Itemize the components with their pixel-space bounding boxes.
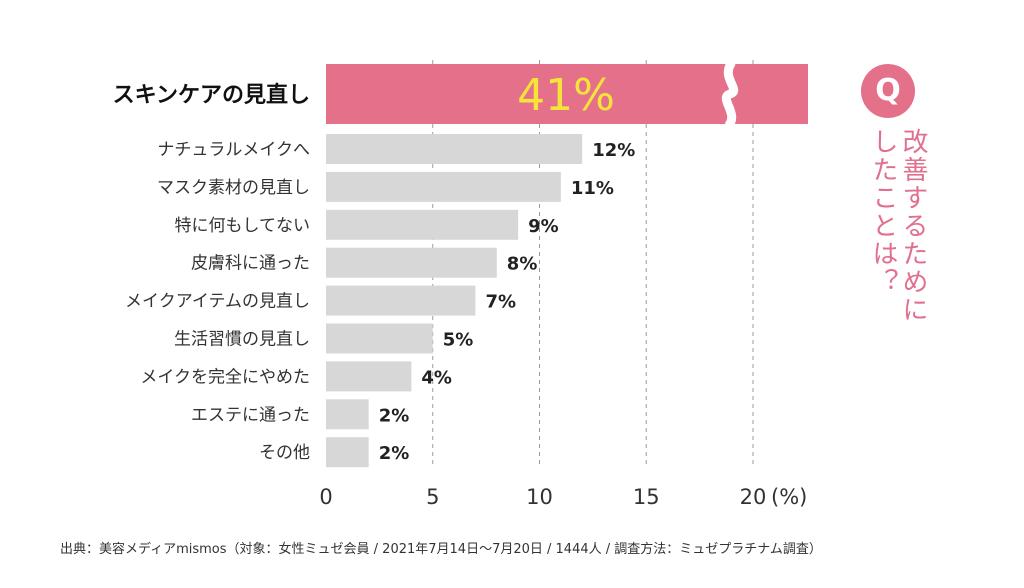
bar	[326, 437, 369, 468]
bar-value-label: 7%	[485, 292, 516, 313]
bar-value-label: 8%	[507, 254, 538, 275]
x-tick-label: 20	[740, 485, 767, 509]
category-label: スキンケアの見直し	[113, 82, 310, 108]
bar-value-label: 9%	[528, 216, 559, 237]
bar	[326, 247, 497, 278]
x-axis-unit: (%)	[771, 485, 807, 509]
bar	[326, 285, 476, 316]
bar	[326, 209, 519, 240]
source-note: 出典：美容メディアmismos（対象：女性ミュゼ会員 / 2021年7月14日〜…	[60, 542, 822, 557]
bar-value-label: 5%	[443, 330, 474, 351]
bar-value-label: 4%	[421, 367, 452, 388]
bar	[326, 399, 369, 430]
category-label: メイクアイテムの見直し	[125, 292, 310, 312]
x-tick-label: 5	[426, 485, 439, 509]
category-label: ナチュラルメイクへ	[157, 140, 310, 160]
question-text: 改善するためにしたことは？	[868, 128, 928, 324]
category-label: エステに通った	[191, 405, 310, 425]
category-label: マスク素材の見直し	[157, 178, 310, 198]
x-tick-label: 0	[319, 485, 332, 509]
bar-value-label: 11%	[571, 178, 614, 199]
category-label: 生活習慣の見直し	[174, 330, 310, 350]
x-tick-label: 15	[633, 485, 660, 509]
x-tick-label: 10	[526, 485, 553, 509]
bar-value-label: 12%	[592, 140, 635, 161]
bar-value-label: 2%	[379, 443, 410, 464]
category-label: 皮膚科に通った	[191, 254, 310, 274]
category-label: 特に何もしてない	[175, 216, 311, 236]
bar-value-label: 2%	[379, 405, 410, 426]
axis-break-mark	[721, 59, 739, 130]
category-label: その他	[259, 443, 310, 463]
category-label: メイクを完全にやめた	[140, 367, 310, 387]
question-badge: Q	[861, 64, 915, 118]
bar	[326, 171, 561, 202]
bar-value-label: 41%	[517, 70, 615, 121]
bar	[326, 323, 433, 354]
bar	[326, 134, 583, 164]
bar	[326, 361, 412, 392]
